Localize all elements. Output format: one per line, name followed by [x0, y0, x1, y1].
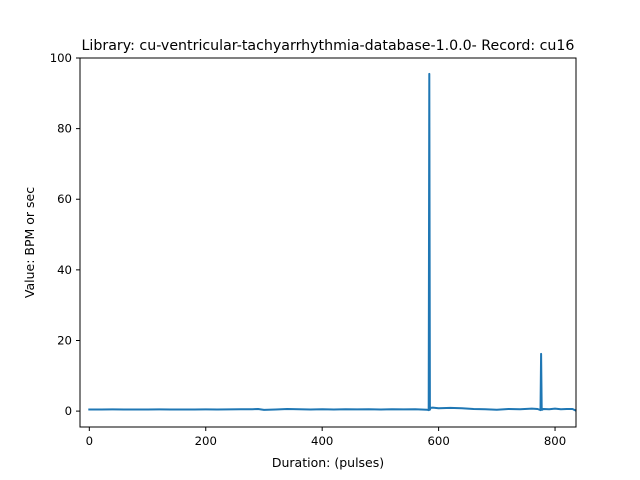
y-tick-label: 100 — [50, 51, 72, 65]
y-axis-label: Value: BPM or sec — [22, 187, 37, 298]
plot-area — [88, 72, 577, 412]
x-tick-label: 0 — [86, 434, 93, 448]
y-tick-label: 20 — [57, 333, 72, 347]
axes-frame — [79, 57, 577, 428]
y-tick-label: 0 — [65, 404, 72, 418]
series-line — [88, 72, 577, 412]
y-tick-label: 40 — [57, 263, 72, 277]
x-tick-label: 800 — [544, 434, 566, 448]
y-axis-ticks: 0 20 40 60 80 100 — [50, 51, 80, 418]
y-tick-label: 80 — [57, 122, 72, 136]
x-tick-label: 400 — [311, 434, 333, 448]
x-tick-label: 200 — [195, 434, 217, 448]
chart-title: Library: cu-ventricular-tachyarrhythmia-… — [82, 38, 575, 54]
y-tick-label: 60 — [57, 192, 72, 206]
x-tick-label: 600 — [427, 434, 449, 448]
x-axis-label: Duration: (pulses) — [272, 455, 384, 470]
x-axis-ticks: 0 200 400 600 800 — [86, 427, 566, 448]
